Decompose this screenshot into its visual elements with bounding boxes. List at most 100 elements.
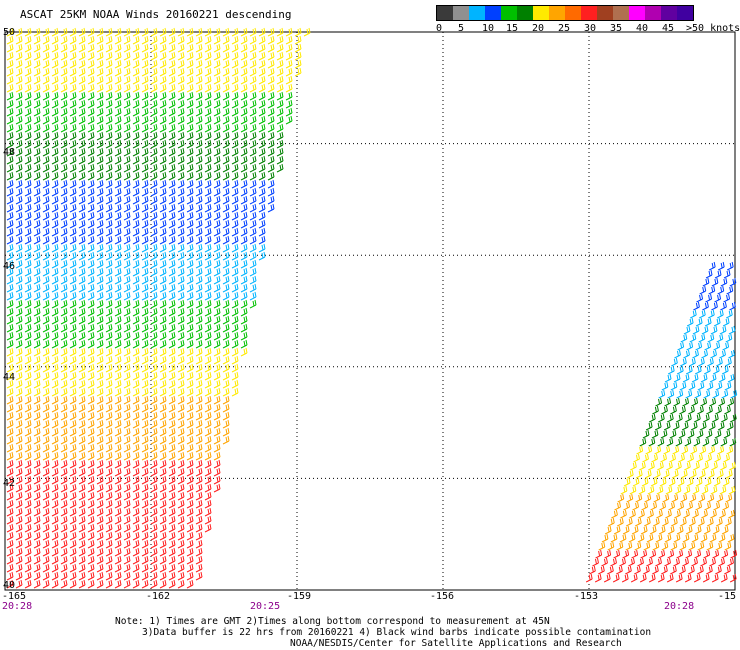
wind-barb xyxy=(195,459,203,469)
wind-barb xyxy=(60,579,68,589)
legend-tick: 35 xyxy=(610,23,623,34)
wind-barb xyxy=(123,443,131,453)
wind-barb xyxy=(123,411,131,421)
wind-barb xyxy=(204,51,212,61)
wind-barb xyxy=(141,547,149,557)
wind-barb xyxy=(69,107,77,117)
wind-barb xyxy=(114,539,122,549)
wind-barb xyxy=(123,267,131,277)
wind-barb xyxy=(713,317,721,327)
wind-barb xyxy=(186,355,194,365)
wind-barb xyxy=(60,291,68,301)
wind-barb xyxy=(240,179,248,189)
wind-barb xyxy=(132,395,140,405)
wind-barb xyxy=(69,259,77,269)
wind-barb xyxy=(33,531,41,541)
wind-barb xyxy=(132,107,140,117)
wind-barb xyxy=(42,523,50,533)
wind-barb xyxy=(195,259,203,269)
wind-barb xyxy=(51,211,59,221)
wind-barb xyxy=(628,533,636,543)
wind-barb xyxy=(168,379,176,389)
wind-barb xyxy=(672,445,680,455)
wind-barb xyxy=(712,525,720,535)
wind-barb xyxy=(150,259,158,269)
wind-barb xyxy=(6,563,14,573)
wind-barb xyxy=(69,339,77,349)
wind-barb xyxy=(168,35,176,45)
wind-barb xyxy=(96,51,104,61)
wind-barb xyxy=(87,83,95,93)
wind-barb xyxy=(123,235,131,245)
wind-barb xyxy=(694,525,702,535)
wind-barb xyxy=(114,195,122,205)
wind-barb xyxy=(195,35,203,45)
wind-barb xyxy=(6,491,14,501)
wind-barb xyxy=(150,299,158,309)
wind-barb xyxy=(42,203,50,213)
wind-barb xyxy=(231,123,239,133)
wind-barb xyxy=(267,83,275,93)
wind-barb xyxy=(33,35,41,45)
wind-barb xyxy=(87,219,95,229)
wind-barb xyxy=(603,573,611,583)
wind-barb xyxy=(96,547,104,557)
wind-barb xyxy=(204,115,212,125)
wind-barb xyxy=(141,283,149,293)
wind-barb xyxy=(303,27,311,37)
wind-barb xyxy=(648,437,656,447)
wind-barb xyxy=(195,403,203,413)
wind-barb xyxy=(96,91,104,101)
wind-barb xyxy=(15,115,23,125)
wind-barb xyxy=(702,461,709,471)
wind-barb xyxy=(661,381,669,391)
wind-barb xyxy=(204,347,212,357)
wind-barb xyxy=(132,243,140,253)
wind-barb xyxy=(123,51,131,61)
wind-barb xyxy=(15,267,23,277)
wind-barb xyxy=(33,307,41,317)
legend-tick: 45 xyxy=(662,23,675,34)
wind-barb xyxy=(285,35,293,45)
wind-barb xyxy=(150,499,158,509)
wind-barb xyxy=(24,211,32,221)
wind-barb xyxy=(679,381,687,391)
wind-barb xyxy=(15,563,23,573)
wind-barb xyxy=(204,379,212,389)
wind-barb xyxy=(51,163,59,173)
wind-barb xyxy=(222,419,230,429)
wind-barb xyxy=(24,435,32,445)
wind-barb xyxy=(78,387,86,397)
wind-barb xyxy=(24,187,32,197)
wind-barb xyxy=(123,363,131,373)
wind-barb xyxy=(231,163,239,173)
wind-barb xyxy=(69,43,77,53)
wind-barb xyxy=(652,405,659,415)
wind-barb xyxy=(673,397,681,407)
wind-barb xyxy=(626,469,634,479)
wind-barb xyxy=(213,83,221,93)
wind-barb xyxy=(240,43,248,53)
wind-barb xyxy=(727,533,735,543)
wind-barb xyxy=(258,123,266,133)
wind-barb xyxy=(6,307,14,317)
wind-barb xyxy=(716,517,723,527)
wind-barb xyxy=(105,355,113,365)
wind-barb xyxy=(141,123,149,133)
wind-barb xyxy=(667,413,674,423)
wind-barb xyxy=(684,573,692,583)
wind-barb xyxy=(629,485,637,495)
wind-barb xyxy=(6,107,14,117)
wind-barb xyxy=(604,525,612,535)
wind-barb xyxy=(724,565,731,575)
wind-barb xyxy=(186,531,194,541)
wind-barb xyxy=(114,467,122,477)
wind-barb xyxy=(168,443,176,453)
wind-barb xyxy=(69,507,77,517)
wind-barb xyxy=(24,59,32,69)
wind-barb xyxy=(168,323,176,333)
wind-barb xyxy=(249,139,257,149)
wind-barb xyxy=(105,427,113,437)
wind-barb xyxy=(706,405,713,415)
wind-barb xyxy=(204,99,212,109)
